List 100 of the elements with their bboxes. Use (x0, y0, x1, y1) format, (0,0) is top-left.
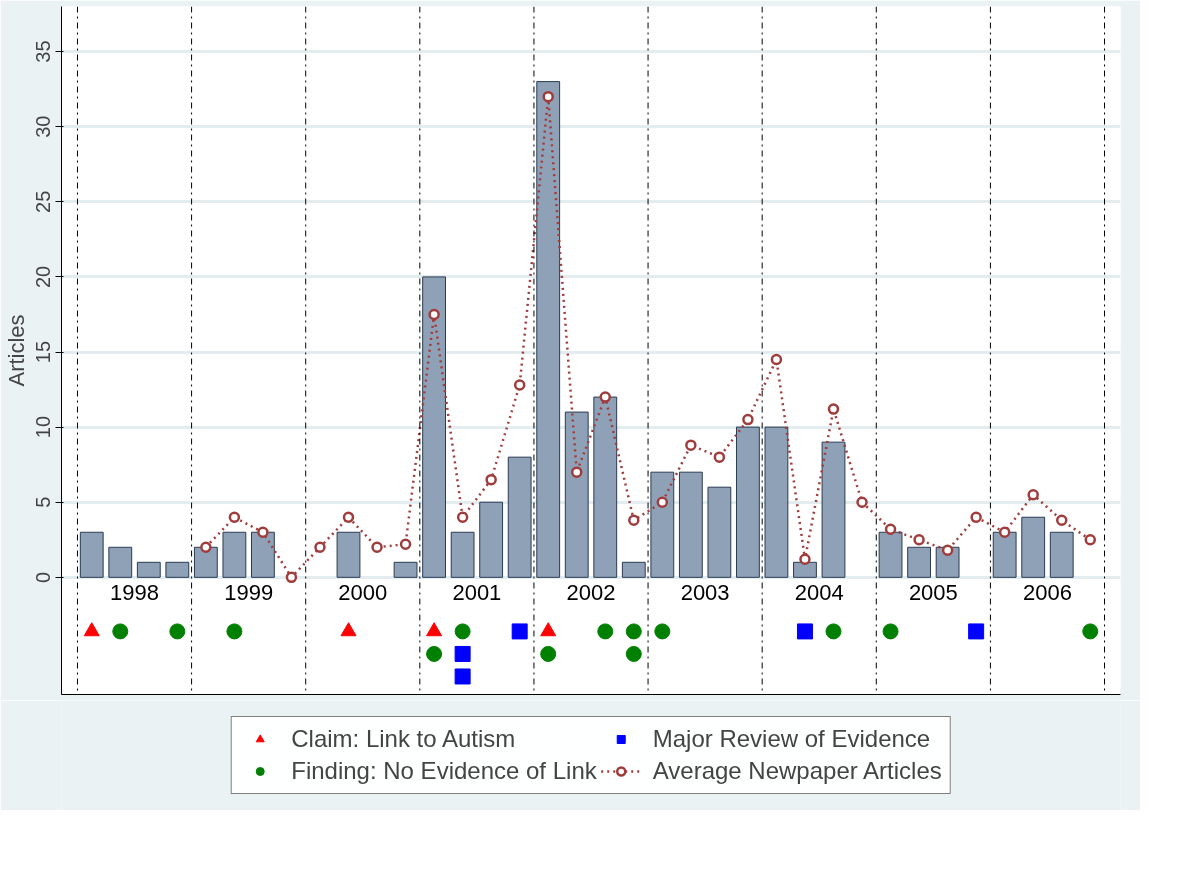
point (426, 622, 443, 637)
point (314, 541, 326, 554)
point (599, 391, 612, 403)
point (625, 645, 642, 662)
bar (878, 531, 903, 578)
bar (193, 546, 218, 578)
point (540, 645, 557, 662)
y-tick-label: 20 (32, 265, 55, 289)
point (511, 623, 528, 640)
bar (108, 546, 133, 578)
bar (507, 456, 532, 578)
point (540, 622, 557, 637)
y-tick-label: 15 (32, 340, 55, 364)
point (685, 439, 697, 451)
bar (650, 471, 675, 578)
bar (79, 531, 104, 578)
point (426, 645, 443, 662)
bar (992, 531, 1017, 578)
point (112, 623, 129, 640)
point (796, 623, 813, 640)
bar (764, 426, 789, 578)
point (825, 623, 842, 640)
bar (336, 531, 361, 578)
x-tick-label: 2003 (680, 580, 730, 606)
point (856, 496, 868, 508)
point (513, 379, 526, 391)
x-tick-label: 2005 (908, 580, 958, 606)
point (428, 308, 440, 321)
point (342, 511, 355, 523)
point (226, 623, 243, 640)
point (340, 622, 357, 637)
y-axis-title: Articles (3, 314, 29, 387)
point (285, 571, 298, 584)
point (656, 496, 669, 508)
point (713, 451, 726, 463)
point (597, 623, 614, 640)
point (998, 526, 1011, 539)
point (454, 668, 471, 685)
legend-label: Major Review of Evidence (652, 725, 931, 753)
point (454, 645, 471, 662)
point (625, 623, 642, 640)
bar (165, 561, 190, 578)
legend-label: Claim: Link to Autism (291, 725, 516, 753)
x-tick-label: 2002 (566, 580, 616, 606)
point (169, 623, 186, 640)
y-tick-label: 0 (32, 571, 55, 583)
point (371, 541, 383, 554)
point (799, 553, 811, 566)
bar (479, 501, 504, 578)
bar (821, 441, 846, 578)
point (399, 538, 412, 551)
bar (1021, 516, 1046, 578)
point (456, 511, 469, 523)
point (200, 541, 212, 554)
bar (222, 531, 247, 578)
x-tick-label: 2004 (794, 580, 844, 606)
x-tick-label: 1998 (110, 580, 160, 606)
x-tick-label: 2000 (338, 580, 388, 606)
point (970, 511, 982, 523)
bar (621, 561, 646, 578)
point (542, 90, 554, 103)
y-tick-label: 35 (32, 40, 55, 63)
bar (564, 411, 589, 578)
legend-label: Finding: No Evidence of Link (291, 757, 597, 785)
point (913, 534, 925, 546)
y-tick-label: 30 (32, 115, 55, 138)
bar (136, 561, 161, 578)
bar (393, 561, 418, 578)
bar (593, 396, 618, 578)
bar (450, 531, 475, 578)
point (770, 353, 783, 366)
bar (907, 546, 931, 578)
point (654, 623, 671, 640)
point (83, 622, 100, 637)
bar (793, 561, 817, 578)
point (1027, 488, 1039, 501)
point (1082, 623, 1099, 640)
bar (678, 471, 703, 578)
point (1084, 534, 1097, 546)
point (884, 523, 897, 535)
bar (536, 81, 561, 578)
point (485, 473, 497, 486)
point (1055, 514, 1068, 526)
point (228, 511, 241, 523)
bar (707, 486, 732, 578)
y-tick-label: 5 (32, 496, 55, 508)
point (454, 623, 471, 640)
point (827, 403, 840, 415)
x-tick-label: 1999 (224, 580, 274, 606)
point (742, 413, 754, 426)
point (628, 514, 640, 526)
y-tick-label: 10 (32, 415, 55, 439)
point (968, 623, 985, 640)
x-tick-label: 2001 (452, 580, 502, 606)
legend-label: Average Newpaper Articles (652, 757, 942, 785)
bar (251, 531, 275, 578)
point (882, 623, 899, 640)
bar (736, 426, 760, 578)
point (570, 466, 583, 478)
y-tick-label: 25 (32, 190, 55, 213)
